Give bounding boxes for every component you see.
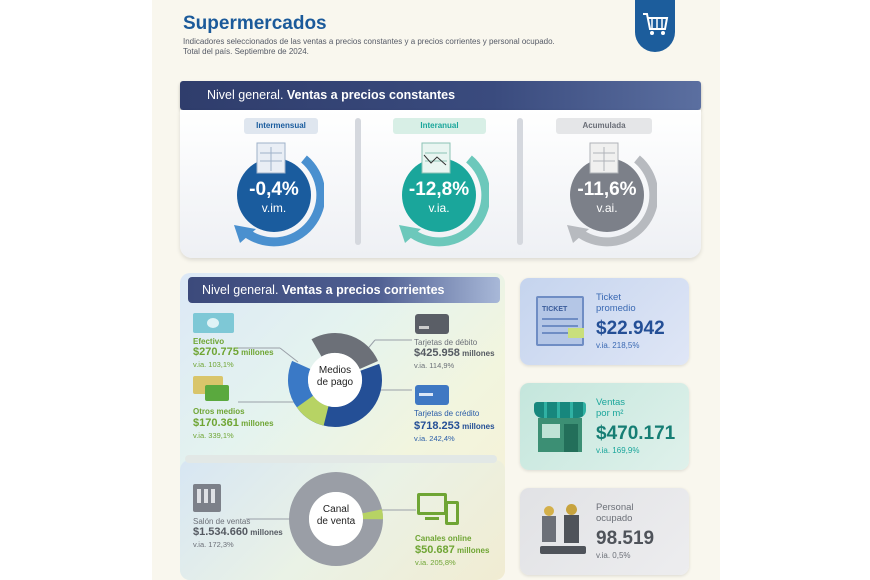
personal-value: 98.519 xyxy=(596,528,655,549)
intermensual-unit: v.im. xyxy=(261,201,287,215)
acumulada-unit: v.ai. xyxy=(596,201,618,215)
canal-center-label: Canal de venta xyxy=(316,504,356,527)
online-devices-icon xyxy=(417,493,463,527)
efectivo-value: $270.775 millones xyxy=(193,346,274,358)
slice-otros xyxy=(288,333,382,427)
personal-label-2: ocupado xyxy=(596,513,633,524)
tag-intermensual: Intermensual xyxy=(244,118,318,134)
credito-label: Tarjetas de crédito xyxy=(414,409,480,418)
gift-voucher-icon xyxy=(193,376,231,402)
credito-value: $718.253 millones xyxy=(414,420,495,432)
efectivo-via: v.ia. 103,1% xyxy=(193,360,234,369)
acumulada-value: -11,6% xyxy=(577,179,637,200)
salon-label: Salón de ventas xyxy=(193,517,251,526)
current-prices-title-bold: Ventas a precios corrientes xyxy=(278,283,445,297)
ticket-card: TICKET Ticket promedio $22.942 v.ia. 218… xyxy=(520,278,689,365)
cash-icon xyxy=(193,313,234,333)
salon-via: v.ia. 172,3% xyxy=(193,540,234,549)
tag-interanual: Interanual xyxy=(393,118,486,134)
online-via: v.ia. 205,8% xyxy=(415,558,456,567)
divider xyxy=(517,118,523,245)
page-title: Supermercados xyxy=(183,13,327,34)
intermensual-value: -0,4% xyxy=(249,179,299,200)
debito-label: Tarjetas de débito xyxy=(414,338,478,347)
interanual-value: -12,8% xyxy=(408,179,470,200)
debito-value: $425.958 millones xyxy=(414,347,495,359)
workers-icon xyxy=(540,502,586,558)
ventas-m2-card: Ventas por m² $470.171 v.ia. 169,9% xyxy=(520,383,689,470)
ticket-icon: TICKET xyxy=(536,296,584,346)
subtitle-line-2: Total del país. Septiembre de 2024. xyxy=(183,47,309,56)
section-divider xyxy=(185,455,497,463)
ticket-label-2: promedio xyxy=(596,303,636,314)
otros-value: $170.361 millones xyxy=(193,417,274,429)
current-prices-title-plain: Nivel general. xyxy=(202,283,279,297)
ventas-m2-value: $470.171 xyxy=(596,423,676,444)
interanual-unit: v.ia. xyxy=(428,201,450,215)
salon-value: $1.534.660 millones xyxy=(193,526,283,538)
gauge-intermensual: -0,4% v.im. xyxy=(224,141,326,247)
online-label: Canales online xyxy=(415,534,472,543)
logo-badge xyxy=(635,0,675,52)
otros-label: Otros medios xyxy=(193,407,245,416)
medios-center-label: Medios de pago xyxy=(316,365,354,388)
medios-de-pago-chart xyxy=(236,333,412,427)
subtitle-line-1: Indicadores seleccionados de las ventas … xyxy=(183,37,555,46)
personal-via: v.ia. 0,5% xyxy=(596,551,631,560)
personal-label-1: Personal xyxy=(596,502,634,513)
online-value: $50.687 millones xyxy=(415,544,490,556)
credito-via: v.ia. 242,4% xyxy=(414,434,455,443)
shopping-cart-icon xyxy=(643,13,669,35)
tag-acumulada: Acumulada xyxy=(556,118,652,134)
personal-card: Personal ocupado 98.519 v.ia. 0,5% xyxy=(520,488,689,575)
ticket-label-1: Ticket xyxy=(596,292,621,303)
ticket-value: $22.942 xyxy=(596,318,665,339)
store-icon xyxy=(534,402,586,452)
canal-de-venta-chart xyxy=(246,472,416,566)
ventas-m2-via: v.ia. 169,9% xyxy=(596,446,640,455)
debit-card-icon xyxy=(415,314,449,334)
ventas-m2-label-2: por m² xyxy=(596,408,624,419)
building-icon xyxy=(193,484,221,512)
credit-card-icon xyxy=(415,385,449,405)
constant-prices-title-plain: Nivel general. xyxy=(207,88,284,102)
gauge-acumulada: -11,6% v.ai. xyxy=(557,141,659,247)
debito-via: v.ia. 114,9% xyxy=(414,361,455,370)
constant-prices-header: Nivel general. Ventas a precios constant… xyxy=(180,81,701,110)
ventas-m2-label-1: Ventas xyxy=(596,397,626,408)
gauge-interanual: -12,8% v.ia. xyxy=(389,141,491,247)
ticket-via: v.ia. 218,5% xyxy=(596,341,640,350)
efectivo-label: Efectivo xyxy=(193,337,225,346)
slice-online xyxy=(289,472,383,566)
constant-prices-title-bold: Ventas a precios constantes xyxy=(283,88,456,102)
current-prices-header: Nivel general. Ventas a precios corrient… xyxy=(188,277,500,303)
otros-via: v.ia. 339,1% xyxy=(193,431,234,440)
divider xyxy=(355,118,361,245)
